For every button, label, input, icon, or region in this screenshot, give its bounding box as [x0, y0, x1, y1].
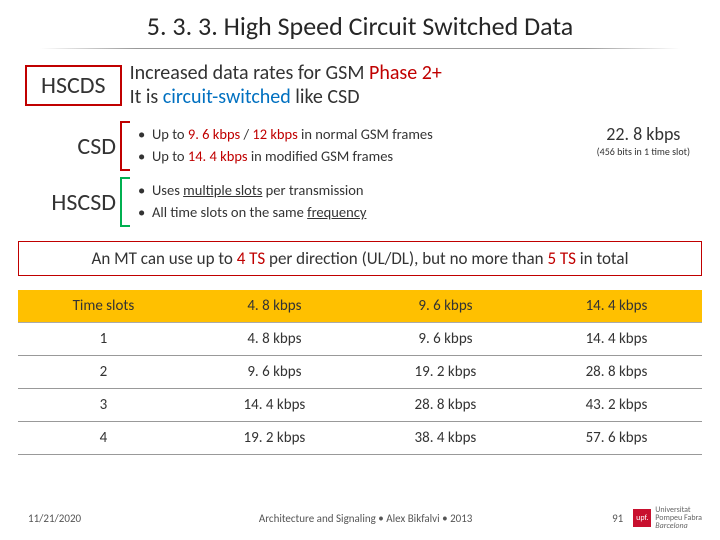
- hscds-row: HSCDS Increased data rates for GSM Phase…: [25, 61, 695, 109]
- csd-b1-post: in normal GSM frames: [298, 125, 433, 143]
- hscsd-b1-pre: Uses: [152, 181, 183, 199]
- table-cell: 28. 8 kbps: [360, 389, 531, 422]
- hscds-line1-pre: Increased data rates for GSM: [130, 61, 369, 85]
- table-cell: 9. 6 kbps: [189, 356, 360, 389]
- table-cell: 1: [18, 323, 189, 356]
- logo-square: upf.: [633, 509, 651, 527]
- footer-center: Architecture and Signaling • Alex Bikfal…: [148, 512, 583, 525]
- summary-p1: An MT can use up to: [92, 248, 237, 269]
- table-header: Time slots: [18, 290, 189, 323]
- hscds-description: Increased data rates for GSM Phase 2+ It…: [130, 61, 442, 109]
- table-row: 29. 6 kbps19. 2 kbps28. 8 kbps: [18, 356, 702, 389]
- table-row: 314. 4 kbps28. 8 kbps43. 2 kbps: [18, 389, 702, 422]
- footer-logo: upf. Universitat Pompeu Fabra Barcelona: [633, 506, 702, 530]
- csd-b1-pre: Up to: [152, 125, 188, 143]
- table-cell: 19. 2 kbps: [189, 422, 360, 455]
- table-cell: 14. 4 kbps: [531, 323, 702, 356]
- csd-label: CSD: [50, 132, 120, 161]
- hscds-line1-red: Phase 2+: [369, 61, 442, 85]
- table-row: 419. 2 kbps38. 4 kbps57. 6 kbps: [18, 422, 702, 455]
- footer-date: 11/21/2020: [28, 512, 148, 525]
- footer: 11/21/2020 Architecture and Signaling • …: [0, 506, 720, 530]
- summary-p2: per direction (UL/DL), but no more than: [265, 248, 547, 269]
- hscsd-row: HSCSD •Uses multiple slots per transmiss…: [25, 177, 695, 227]
- table-cell: 9. 6 kbps: [360, 323, 531, 356]
- table-header: 9. 6 kbps: [360, 290, 531, 323]
- summary-box: An MT can use up to 4 TS per direction (…: [18, 241, 702, 276]
- table-cell: 28. 8 kbps: [531, 356, 702, 389]
- table-cell: 57. 6 kbps: [531, 422, 702, 455]
- csd-b1-r1: 9. 6 kbps: [188, 125, 240, 143]
- csd-b1-r2: 12 kbps: [252, 125, 297, 143]
- hscsd-bullets: •Uses multiple slots per transmission •A…: [138, 180, 366, 224]
- hscsd-bracket: [120, 177, 130, 227]
- csd-rate: 22. 8 kbps: [597, 123, 690, 145]
- table-cell: 3: [18, 389, 189, 422]
- csd-bracket: [120, 121, 130, 171]
- logo-t3: Barcelona: [655, 522, 702, 530]
- footer-page: 91: [583, 512, 623, 525]
- summary-p3: in total: [576, 248, 629, 269]
- csd-b2-r: 14. 4 kbps: [188, 147, 248, 165]
- csd-rate-box: 22. 8 kbps (456 bits in 1 time slot): [597, 123, 690, 158]
- csd-b2-pre: Up to: [152, 147, 188, 165]
- table-header: 14. 4 kbps: [531, 290, 702, 323]
- slide-title: 5. 3. 3. High Speed Circuit Switched Dat…: [0, 0, 720, 48]
- hscds-line2-post: like CSD: [291, 85, 360, 109]
- hscds-box: HSCDS: [25, 65, 122, 106]
- table-cell: 14. 4 kbps: [189, 389, 360, 422]
- table-cell: 38. 4 kbps: [360, 422, 531, 455]
- summary-r1: 4 TS: [237, 248, 265, 269]
- hscsd-b1-u: multiple slots: [183, 181, 262, 199]
- csd-row: CSD •Up to 9. 6 kbps / 12 kbps in normal…: [50, 121, 695, 171]
- hscds-line2-blue: circuit-switched: [163, 85, 291, 109]
- hscsd-b1-post: per transmission: [262, 181, 363, 199]
- logo-text: Universitat Pompeu Fabra Barcelona: [655, 506, 702, 530]
- title-underline: [40, 48, 680, 49]
- table-cell: 43. 2 kbps: [531, 389, 702, 422]
- hscsd-label: HSCSD: [25, 188, 120, 217]
- csd-bullets: •Up to 9. 6 kbps / 12 kbps in normal GSM…: [138, 124, 433, 168]
- hscsd-b2-u: frequency: [307, 203, 366, 221]
- hscsd-b2-pre: All time slots on the same: [152, 203, 307, 221]
- csd-b2-post: in modified GSM frames: [248, 147, 394, 165]
- csd-rate-sub: (456 bits in 1 time slot): [597, 145, 690, 158]
- table-cell: 2: [18, 356, 189, 389]
- table-header: 4. 8 kbps: [189, 290, 360, 323]
- rates-table: Time slots4. 8 kbps9. 6 kbps14. 4 kbps 1…: [18, 290, 702, 455]
- table-cell: 4. 8 kbps: [189, 323, 360, 356]
- table-cell: 19. 2 kbps: [360, 356, 531, 389]
- table-row: 14. 8 kbps9. 6 kbps14. 4 kbps: [18, 323, 702, 356]
- table-cell: 4: [18, 422, 189, 455]
- csd-b1-mid: /: [240, 125, 252, 143]
- hscds-line2-pre: It is: [130, 85, 163, 109]
- summary-r2: 5 TS: [547, 248, 575, 269]
